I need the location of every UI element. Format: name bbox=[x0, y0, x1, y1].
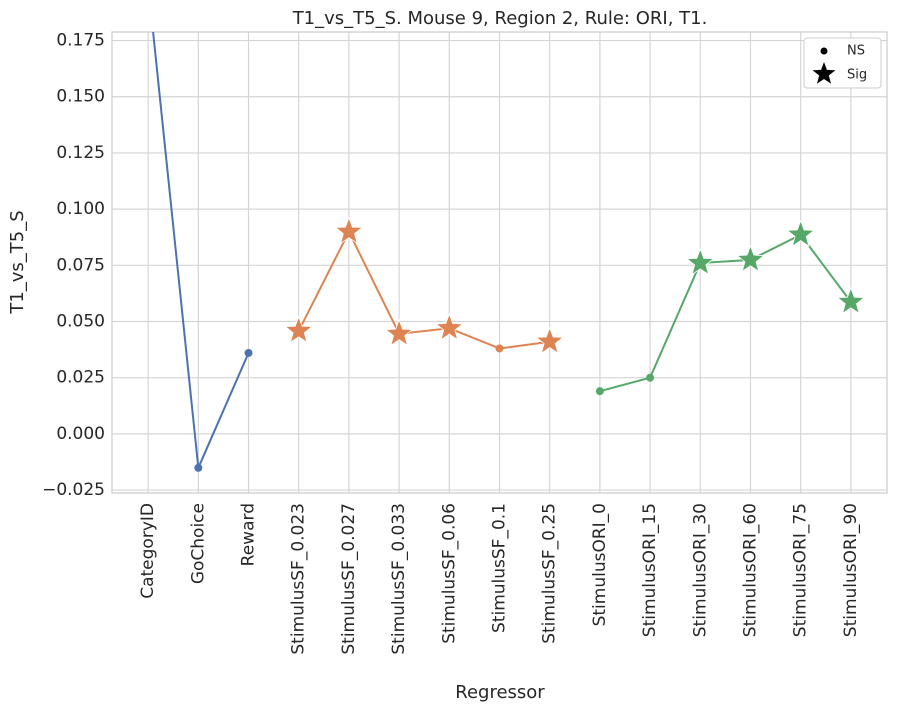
x-tick-label: StimulusORI_30 bbox=[690, 503, 710, 637]
x-tick-label: StimulusSF_0.033 bbox=[389, 503, 409, 655]
x-tick-label: StimulusSF_0.023 bbox=[289, 503, 309, 655]
x-tick-label: StimulusORI_75 bbox=[791, 503, 811, 637]
y-tick-label: 0.150 bbox=[56, 87, 105, 107]
legend-marker bbox=[820, 47, 828, 55]
x-tick-label: StimulusSF_0.06 bbox=[439, 503, 459, 644]
legend-marker bbox=[812, 62, 836, 84]
chart-title: T1_vs_T5_S. Mouse 9, Region 2, Rule: ORI… bbox=[292, 8, 708, 29]
x-tick-label: CategoryID bbox=[138, 503, 158, 599]
plot-frame bbox=[111, 31, 888, 494]
ns-marker bbox=[595, 387, 604, 396]
plot-area bbox=[152, 32, 866, 472]
y-tick-label: 0.025 bbox=[56, 368, 105, 388]
sig-marker bbox=[535, 326, 565, 354]
ns-marker bbox=[646, 373, 655, 382]
y-tick-label: −0.025 bbox=[42, 480, 105, 500]
y-tick-label: 0.175 bbox=[56, 31, 105, 51]
y-axis-label: T1_vs_T5_S bbox=[7, 210, 28, 314]
x-tick-label: StimulusORI_15 bbox=[640, 503, 660, 637]
ns-marker bbox=[495, 344, 504, 353]
y-tick-label: 0.075 bbox=[56, 255, 105, 275]
x-axis-label: Regressor bbox=[455, 682, 545, 703]
y-tick-label: 0.000 bbox=[56, 424, 105, 444]
sig-marker bbox=[786, 219, 816, 247]
y-tick-label: 0.125 bbox=[56, 143, 105, 163]
x-tick-label: StimulusSF_0.25 bbox=[540, 503, 560, 644]
x-tick-label: StimulusORI_0 bbox=[590, 503, 610, 626]
sig-marker bbox=[284, 315, 314, 344]
ns-marker bbox=[244, 348, 253, 357]
x-tick-label: StimulusORI_90 bbox=[841, 503, 861, 637]
sig-marker bbox=[334, 216, 364, 245]
x-tick-label: GoChoice bbox=[188, 503, 208, 584]
x-tick-label: StimulusSF_0.027 bbox=[339, 503, 359, 655]
sig-marker bbox=[736, 244, 765, 273]
series-line bbox=[297, 229, 550, 350]
y-tick-label: 0.050 bbox=[56, 312, 105, 332]
x-tick-label: StimulusSF_0.1 bbox=[490, 503, 510, 633]
sig-marker bbox=[434, 313, 464, 341]
x-tick-label: Reward bbox=[239, 503, 259, 566]
legend-box bbox=[803, 37, 882, 89]
series-line bbox=[599, 233, 852, 393]
sig-marker bbox=[384, 318, 414, 347]
x-tick-label: StimulusORI_60 bbox=[740, 503, 760, 637]
sig-marker bbox=[836, 286, 866, 315]
ns-marker bbox=[194, 463, 203, 472]
y-tick-label: 0.100 bbox=[56, 199, 105, 219]
legend-label: NS bbox=[847, 44, 865, 59]
sig-marker bbox=[685, 247, 715, 276]
legend-label: Sig bbox=[847, 68, 867, 83]
